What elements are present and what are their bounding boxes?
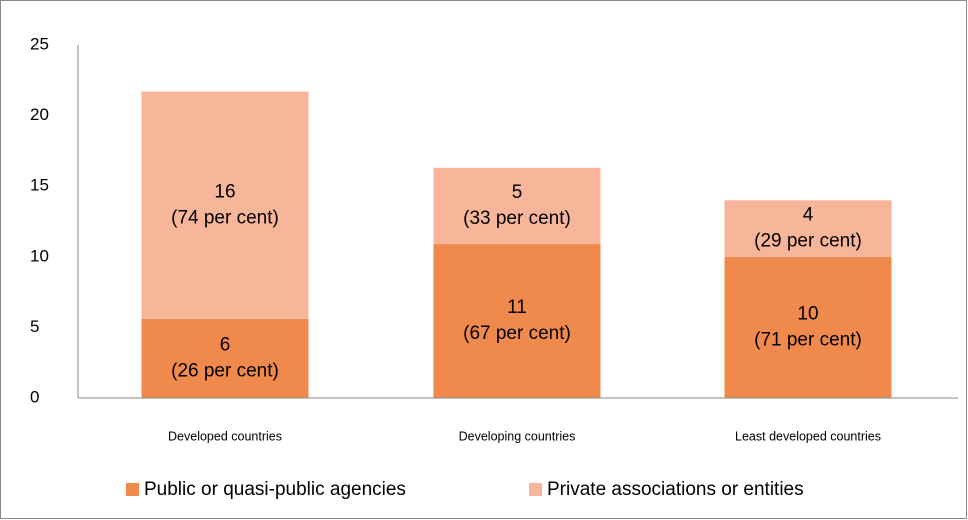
data-label: (26 per cent) <box>171 360 279 381</box>
bar-segment <box>141 91 309 319</box>
data-label: 10 <box>797 303 818 324</box>
data-label: 4 <box>803 205 814 226</box>
y-tick-label: 10 <box>30 246 49 265</box>
data-label: 6 <box>220 334 231 355</box>
bar-segment <box>141 318 309 398</box>
bar-segment <box>724 256 892 398</box>
y-tick-label: 20 <box>30 105 49 124</box>
data-label: (71 per cent) <box>754 329 862 350</box>
x-tick-label: Developed countries <box>168 429 282 443</box>
y-tick-label: 25 <box>30 34 49 53</box>
x-tick-label: Developing countries <box>459 429 576 443</box>
data-label: (33 per cent) <box>463 208 571 229</box>
bar-segment <box>433 244 601 398</box>
y-tick-label: 0 <box>30 387 39 406</box>
y-tick-label: 15 <box>30 176 49 195</box>
y-tick-label: 5 <box>30 317 39 336</box>
data-label: (74 per cent) <box>171 207 279 228</box>
bar-segment <box>724 200 892 257</box>
data-label: (29 per cent) <box>754 231 862 252</box>
bar-segment <box>433 167 601 245</box>
data-label: 5 <box>512 182 523 203</box>
x-tick-label: Least developed countries <box>735 429 881 443</box>
data-label: 16 <box>214 181 235 202</box>
legend-swatch <box>126 483 139 496</box>
legend-label: Private associations or entities <box>547 479 804 500</box>
data-label: (67 per cent) <box>463 323 571 344</box>
data-label: 11 <box>507 297 527 318</box>
legend-swatch <box>529 483 542 496</box>
legend-label: Public or quasi-public agencies <box>144 479 406 500</box>
